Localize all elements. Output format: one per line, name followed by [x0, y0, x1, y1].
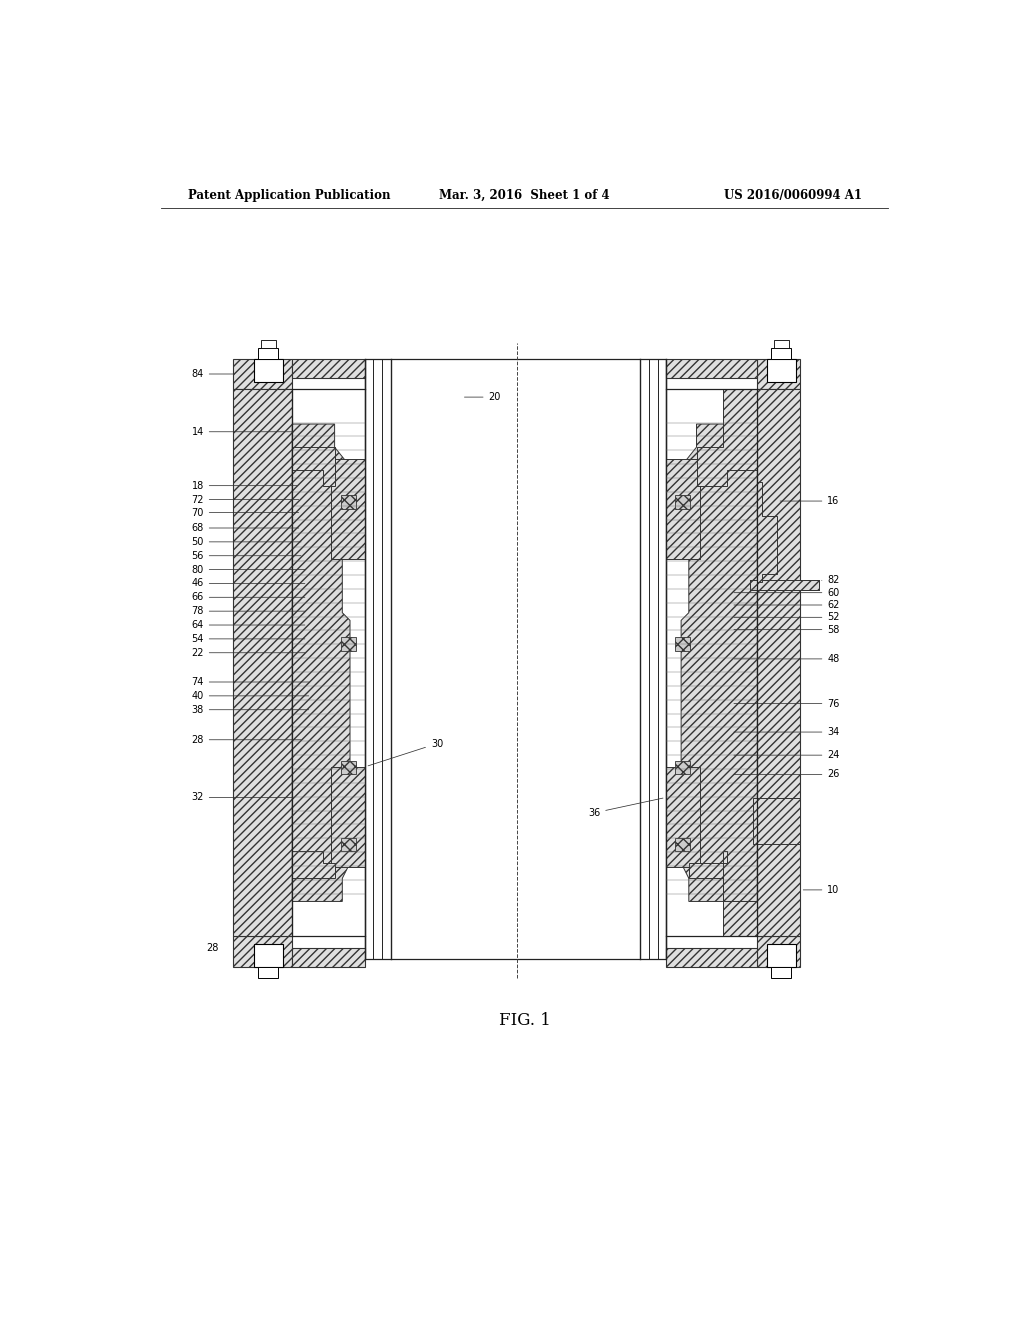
Text: 18: 18 [191, 480, 297, 491]
Polygon shape [689, 851, 758, 936]
Polygon shape [681, 424, 758, 902]
Polygon shape [666, 948, 758, 966]
Text: 16: 16 [780, 496, 840, 506]
Polygon shape [292, 948, 366, 966]
Polygon shape [675, 760, 690, 775]
Text: 62: 62 [734, 601, 840, 610]
Text: 56: 56 [191, 550, 301, 561]
Text: 10: 10 [803, 884, 840, 895]
Polygon shape [666, 459, 700, 558]
Polygon shape [758, 936, 801, 966]
Text: 22: 22 [191, 648, 305, 657]
Text: 84: 84 [191, 370, 234, 379]
Polygon shape [750, 581, 819, 590]
Polygon shape [254, 359, 283, 381]
Polygon shape [292, 359, 366, 378]
Text: 48: 48 [734, 653, 840, 664]
Polygon shape [258, 348, 279, 359]
Polygon shape [341, 495, 356, 508]
Text: 28: 28 [191, 735, 301, 744]
Text: 38: 38 [191, 705, 308, 714]
Polygon shape [675, 838, 690, 851]
Polygon shape [771, 348, 792, 359]
Polygon shape [675, 638, 690, 651]
Polygon shape [331, 459, 366, 558]
Text: 30: 30 [368, 739, 443, 766]
Polygon shape [767, 359, 796, 381]
Polygon shape [254, 944, 283, 966]
Polygon shape [261, 341, 276, 348]
Text: Patent Application Publication: Patent Application Publication [188, 189, 391, 202]
Text: 32: 32 [191, 792, 293, 803]
Text: 78: 78 [191, 606, 305, 616]
Polygon shape [341, 760, 356, 775]
Text: 46: 46 [191, 578, 305, 589]
Text: 50: 50 [191, 537, 301, 546]
Text: Mar. 3, 2016  Sheet 1 of 4: Mar. 3, 2016 Sheet 1 of 4 [439, 189, 610, 202]
Polygon shape [750, 581, 819, 590]
Polygon shape [292, 389, 335, 486]
Polygon shape [696, 389, 758, 486]
Polygon shape [771, 966, 792, 978]
Text: 80: 80 [191, 565, 305, 574]
Polygon shape [258, 966, 279, 978]
Polygon shape [767, 944, 796, 966]
Text: 52: 52 [734, 612, 840, 622]
Text: 82: 82 [821, 576, 840, 585]
Polygon shape [666, 767, 700, 867]
Polygon shape [341, 638, 356, 651]
Text: 26: 26 [734, 770, 840, 779]
Text: 72: 72 [191, 495, 299, 504]
Text: 20: 20 [465, 392, 501, 403]
Polygon shape [758, 359, 801, 389]
Text: 70: 70 [191, 508, 299, 517]
Polygon shape [366, 359, 666, 960]
Polygon shape [773, 341, 788, 348]
Text: 40: 40 [191, 690, 308, 701]
Polygon shape [758, 482, 777, 582]
Polygon shape [341, 838, 356, 851]
Text: 28: 28 [207, 942, 219, 953]
Text: 74: 74 [191, 677, 308, 686]
Polygon shape [758, 389, 801, 936]
Polygon shape [754, 797, 800, 843]
Text: 34: 34 [734, 727, 840, 737]
Text: 14: 14 [191, 426, 293, 437]
Polygon shape [331, 767, 366, 867]
Text: 60: 60 [734, 587, 840, 598]
Text: 36: 36 [588, 799, 663, 818]
Text: 68: 68 [191, 523, 299, 533]
Polygon shape [233, 359, 292, 389]
Text: 64: 64 [191, 620, 305, 630]
Polygon shape [675, 495, 690, 508]
Text: FIG. 1: FIG. 1 [499, 1012, 551, 1030]
Polygon shape [233, 389, 292, 936]
Text: 76: 76 [734, 698, 840, 709]
Text: US 2016/0060994 A1: US 2016/0060994 A1 [724, 189, 862, 202]
Polygon shape [292, 851, 335, 936]
Polygon shape [292, 424, 350, 902]
Text: 24: 24 [734, 750, 840, 760]
Polygon shape [666, 359, 758, 378]
Polygon shape [233, 936, 292, 966]
Text: 66: 66 [191, 593, 305, 602]
Text: 54: 54 [191, 634, 305, 644]
Text: 58: 58 [734, 624, 840, 635]
